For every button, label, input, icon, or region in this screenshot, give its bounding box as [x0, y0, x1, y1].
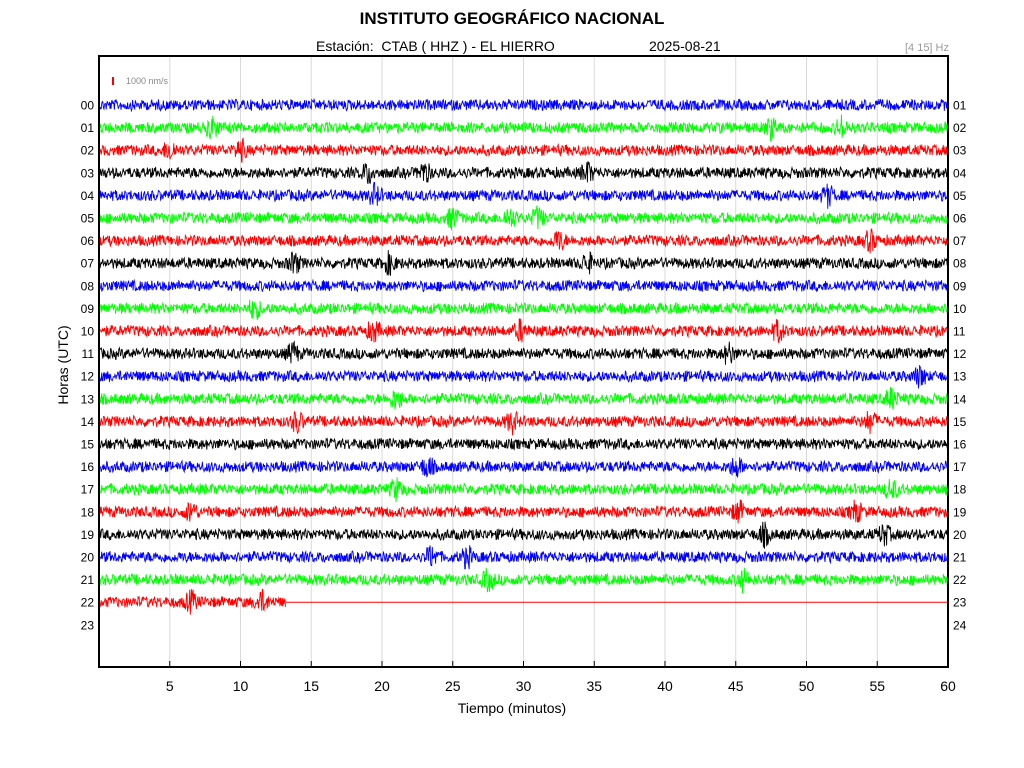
trace-line-04	[98, 182, 949, 209]
trace-line-12	[98, 365, 949, 389]
trace-line-14	[98, 410, 948, 436]
x-tick-label: 50	[799, 678, 815, 694]
hour-label-right: 23	[953, 596, 967, 610]
hour-label-right: 21	[953, 551, 967, 565]
trace-line-22	[98, 588, 286, 615]
trace-line-17	[98, 477, 949, 503]
x-tick-label: 35	[586, 678, 602, 694]
hour-label-right: 04	[953, 166, 967, 180]
trace-line-20	[98, 545, 949, 570]
x-tick-label: 10	[233, 678, 249, 694]
hour-label-right: 12	[953, 347, 967, 361]
trace-line-19	[98, 521, 948, 549]
hour-label-left: 15	[81, 438, 95, 452]
trace-line-18	[98, 499, 949, 524]
station-subtitle: Estación: CTAB ( HHZ ) - EL HIERRO	[316, 38, 555, 54]
hour-label-right: 07	[953, 234, 967, 248]
x-tick-label: 15	[303, 678, 319, 694]
plot-frame	[98, 55, 949, 668]
trace-line-02	[98, 137, 949, 163]
hour-label-left: 17	[81, 483, 95, 497]
x-tick-label: 55	[869, 678, 885, 694]
hour-label-right: 11	[953, 325, 966, 339]
hour-label-left: 16	[81, 460, 95, 474]
hour-label-right: 18	[953, 483, 967, 497]
hour-label-right: 02	[953, 121, 967, 135]
trace-line-11	[98, 340, 949, 365]
grid	[169, 56, 878, 667]
x-tick-label: 20	[374, 678, 390, 694]
hour-label-left: 23	[81, 618, 95, 632]
hour-label-left: 10	[81, 325, 95, 339]
trace-line-15	[98, 436, 949, 451]
hour-label-right: 24	[953, 618, 967, 632]
hour-label-left: 03	[81, 166, 95, 180]
trace-line-06	[98, 228, 949, 254]
x-tick-label: 45	[728, 678, 744, 694]
hour-label-left: 13	[81, 392, 95, 406]
hour-label-right: 01	[953, 99, 967, 113]
hour-label-left: 06	[81, 234, 95, 248]
chart-title: INSTITUTO GEOGRÁFICO NACIONAL	[359, 9, 665, 28]
trace-line-05	[98, 205, 949, 231]
hour-label-left: 20	[81, 551, 95, 565]
hour-label-left: 14	[81, 415, 95, 429]
hour-label-right: 13	[953, 370, 967, 384]
x-axis-label: Tiempo (minutos)	[457, 700, 567, 716]
trace-line-10	[98, 318, 948, 344]
hour-label-right: 05	[953, 189, 967, 203]
x-tick-label: 40	[657, 678, 673, 694]
trace-line-00	[98, 97, 949, 113]
hour-label-left: 05	[81, 212, 95, 226]
hour-label-right: 03	[953, 144, 967, 158]
frequency-band: [4 15] Hz	[904, 42, 949, 54]
trace-line-03	[98, 161, 949, 185]
hour-label-left: 21	[81, 573, 95, 587]
trace-line-07	[98, 250, 949, 276]
amplitude-scale-label: 1000 nm/s	[126, 76, 169, 86]
x-tick-label: 25	[445, 678, 461, 694]
hour-label-right: 15	[953, 415, 967, 429]
hour-label-right: 16	[953, 438, 967, 452]
axis-labels: 00 01 02 03 04 05 06 07 08 09 10 11 12 13 14 15 16 17 18 19…	[81, 99, 967, 695]
hour-label-left: 01	[81, 121, 95, 135]
hour-label-left: 02	[81, 144, 95, 158]
hour-label-right: 17	[953, 460, 967, 474]
hour-label-left: 08	[81, 279, 95, 293]
x-tick-label: 60	[940, 678, 956, 694]
hour-label-left: 00	[81, 99, 95, 113]
trace-line-21	[98, 567, 949, 594]
hour-label-left: 07	[81, 257, 95, 271]
record-date: 2025-08-21	[649, 38, 721, 54]
trace-line-09	[98, 299, 949, 321]
hour-label-right: 06	[953, 212, 967, 226]
hour-label-left: 19	[81, 528, 95, 542]
trace-line-16	[98, 457, 949, 478]
hour-label-right: 19	[953, 505, 967, 519]
hour-label-right: 10	[953, 302, 967, 316]
trace-line-08	[98, 278, 949, 293]
trace-line-13	[98, 386, 949, 410]
hour-label-right: 20	[953, 528, 967, 542]
hour-label-right: 14	[953, 392, 967, 406]
x-tick-label: 5	[166, 678, 174, 694]
amplitude-scale-bar	[112, 77, 114, 85]
trace-group	[98, 97, 949, 615]
hour-label-left: 18	[81, 505, 95, 519]
trace-line-01	[98, 114, 949, 142]
hour-label-left: 22	[81, 596, 95, 610]
hour-label-right: 22	[953, 573, 967, 587]
hour-label-left: 12	[81, 370, 95, 384]
hour-label-right: 09	[953, 279, 967, 293]
hour-label-right: 08	[953, 257, 967, 271]
x-tick-label: 30	[516, 678, 532, 694]
hour-label-left: 11	[82, 347, 95, 361]
hour-label-left: 09	[81, 302, 95, 316]
hour-label-left: 04	[81, 189, 95, 203]
